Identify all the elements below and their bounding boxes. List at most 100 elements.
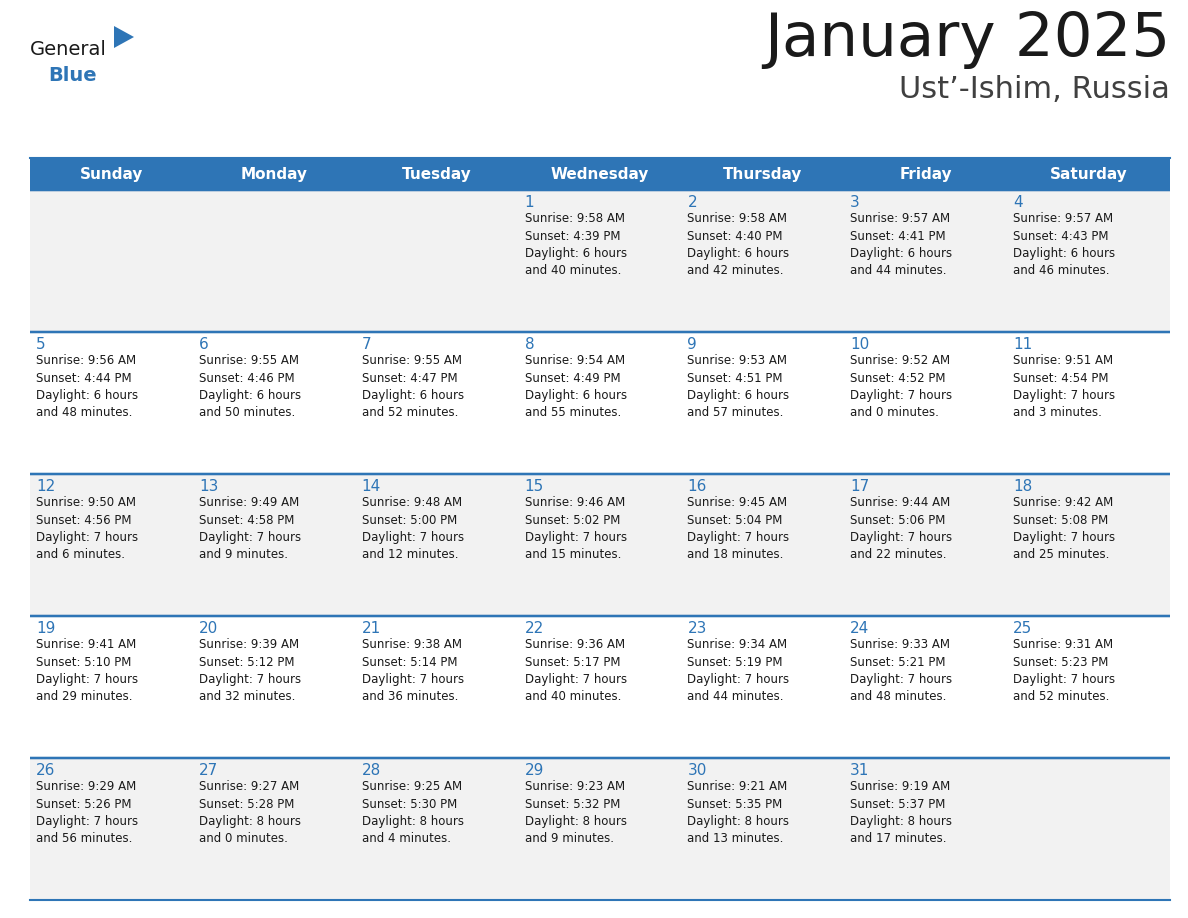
- Bar: [845, 190, 1007, 332]
- Bar: [519, 190, 682, 332]
- Text: 1: 1: [525, 195, 535, 210]
- Bar: [355, 474, 519, 616]
- Bar: [519, 616, 682, 758]
- Bar: [519, 474, 682, 616]
- Bar: [192, 758, 355, 900]
- Bar: [845, 474, 1007, 616]
- Text: Sunrise: 9:58 AM
Sunset: 4:39 PM
Daylight: 6 hours
and 40 minutes.: Sunrise: 9:58 AM Sunset: 4:39 PM Dayligh…: [525, 212, 627, 277]
- Text: Sunrise: 9:52 AM
Sunset: 4:52 PM
Daylight: 7 hours
and 0 minutes.: Sunrise: 9:52 AM Sunset: 4:52 PM Dayligh…: [851, 354, 953, 420]
- Bar: [1007, 190, 1170, 332]
- Text: 3: 3: [851, 195, 860, 210]
- Bar: [519, 758, 682, 900]
- Bar: [519, 332, 682, 474]
- Text: Thursday: Thursday: [723, 166, 803, 182]
- Bar: [682, 332, 845, 474]
- Text: 13: 13: [198, 479, 219, 494]
- Text: Blue: Blue: [48, 66, 96, 85]
- Bar: [192, 332, 355, 474]
- Text: Sunrise: 9:54 AM
Sunset: 4:49 PM
Daylight: 6 hours
and 55 minutes.: Sunrise: 9:54 AM Sunset: 4:49 PM Dayligh…: [525, 354, 627, 420]
- Bar: [355, 616, 519, 758]
- Bar: [192, 616, 355, 758]
- Polygon shape: [114, 26, 134, 48]
- Text: 5: 5: [36, 337, 45, 352]
- Text: Sunrise: 9:58 AM
Sunset: 4:40 PM
Daylight: 6 hours
and 42 minutes.: Sunrise: 9:58 AM Sunset: 4:40 PM Dayligh…: [688, 212, 790, 277]
- Bar: [682, 758, 845, 900]
- Bar: [355, 332, 519, 474]
- Text: Sunrise: 9:51 AM
Sunset: 4:54 PM
Daylight: 7 hours
and 3 minutes.: Sunrise: 9:51 AM Sunset: 4:54 PM Dayligh…: [1013, 354, 1116, 420]
- Text: 9: 9: [688, 337, 697, 352]
- Bar: [30, 616, 192, 758]
- Text: January 2025: January 2025: [764, 10, 1170, 69]
- Bar: [682, 616, 845, 758]
- Text: Sunrise: 9:46 AM
Sunset: 5:02 PM
Daylight: 7 hours
and 15 minutes.: Sunrise: 9:46 AM Sunset: 5:02 PM Dayligh…: [525, 496, 627, 562]
- Text: Sunrise: 9:55 AM
Sunset: 4:46 PM
Daylight: 6 hours
and 50 minutes.: Sunrise: 9:55 AM Sunset: 4:46 PM Dayligh…: [198, 354, 301, 420]
- Text: 14: 14: [361, 479, 381, 494]
- Text: 15: 15: [525, 479, 544, 494]
- Text: 2: 2: [688, 195, 697, 210]
- Text: General: General: [30, 40, 107, 59]
- Text: 11: 11: [1013, 337, 1032, 352]
- Bar: [682, 190, 845, 332]
- Text: Saturday: Saturday: [1050, 166, 1127, 182]
- Text: 4: 4: [1013, 195, 1023, 210]
- Text: Sunrise: 9:39 AM
Sunset: 5:12 PM
Daylight: 7 hours
and 32 minutes.: Sunrise: 9:39 AM Sunset: 5:12 PM Dayligh…: [198, 638, 301, 703]
- Text: Sunrise: 9:21 AM
Sunset: 5:35 PM
Daylight: 8 hours
and 13 minutes.: Sunrise: 9:21 AM Sunset: 5:35 PM Dayligh…: [688, 780, 790, 845]
- Text: Sunrise: 9:48 AM
Sunset: 5:00 PM
Daylight: 7 hours
and 12 minutes.: Sunrise: 9:48 AM Sunset: 5:00 PM Dayligh…: [361, 496, 463, 562]
- Text: Sunrise: 9:53 AM
Sunset: 4:51 PM
Daylight: 6 hours
and 57 minutes.: Sunrise: 9:53 AM Sunset: 4:51 PM Dayligh…: [688, 354, 790, 420]
- Bar: [192, 158, 355, 190]
- Text: 26: 26: [36, 763, 56, 778]
- Bar: [355, 158, 519, 190]
- Text: Sunrise: 9:44 AM
Sunset: 5:06 PM
Daylight: 7 hours
and 22 minutes.: Sunrise: 9:44 AM Sunset: 5:06 PM Dayligh…: [851, 496, 953, 562]
- Text: 8: 8: [525, 337, 535, 352]
- Text: Sunrise: 9:38 AM
Sunset: 5:14 PM
Daylight: 7 hours
and 36 minutes.: Sunrise: 9:38 AM Sunset: 5:14 PM Dayligh…: [361, 638, 463, 703]
- Bar: [192, 190, 355, 332]
- Bar: [30, 332, 192, 474]
- Text: 23: 23: [688, 621, 707, 636]
- Text: 25: 25: [1013, 621, 1032, 636]
- Text: Tuesday: Tuesday: [403, 166, 472, 182]
- Bar: [1007, 758, 1170, 900]
- Text: 16: 16: [688, 479, 707, 494]
- Bar: [1007, 616, 1170, 758]
- Text: Friday: Friday: [899, 166, 952, 182]
- Bar: [682, 474, 845, 616]
- Text: Monday: Monday: [241, 166, 308, 182]
- Text: Sunrise: 9:49 AM
Sunset: 4:58 PM
Daylight: 7 hours
and 9 minutes.: Sunrise: 9:49 AM Sunset: 4:58 PM Dayligh…: [198, 496, 301, 562]
- Bar: [30, 474, 192, 616]
- Text: 17: 17: [851, 479, 870, 494]
- Text: 27: 27: [198, 763, 219, 778]
- Text: Sunrise: 9:34 AM
Sunset: 5:19 PM
Daylight: 7 hours
and 44 minutes.: Sunrise: 9:34 AM Sunset: 5:19 PM Dayligh…: [688, 638, 790, 703]
- Text: 22: 22: [525, 621, 544, 636]
- Text: Sunrise: 9:36 AM
Sunset: 5:17 PM
Daylight: 7 hours
and 40 minutes.: Sunrise: 9:36 AM Sunset: 5:17 PM Dayligh…: [525, 638, 627, 703]
- Bar: [355, 758, 519, 900]
- Text: Sunday: Sunday: [80, 166, 143, 182]
- Text: Sunrise: 9:57 AM
Sunset: 4:41 PM
Daylight: 6 hours
and 44 minutes.: Sunrise: 9:57 AM Sunset: 4:41 PM Dayligh…: [851, 212, 953, 277]
- Text: Sunrise: 9:19 AM
Sunset: 5:37 PM
Daylight: 8 hours
and 17 minutes.: Sunrise: 9:19 AM Sunset: 5:37 PM Dayligh…: [851, 780, 953, 845]
- Text: 12: 12: [36, 479, 56, 494]
- Text: 28: 28: [361, 763, 381, 778]
- Bar: [192, 474, 355, 616]
- Bar: [845, 158, 1007, 190]
- Bar: [30, 158, 192, 190]
- Bar: [845, 758, 1007, 900]
- Text: Sunrise: 9:45 AM
Sunset: 5:04 PM
Daylight: 7 hours
and 18 minutes.: Sunrise: 9:45 AM Sunset: 5:04 PM Dayligh…: [688, 496, 790, 562]
- Bar: [845, 616, 1007, 758]
- Text: Sunrise: 9:31 AM
Sunset: 5:23 PM
Daylight: 7 hours
and 52 minutes.: Sunrise: 9:31 AM Sunset: 5:23 PM Dayligh…: [1013, 638, 1116, 703]
- Text: Sunrise: 9:33 AM
Sunset: 5:21 PM
Daylight: 7 hours
and 48 minutes.: Sunrise: 9:33 AM Sunset: 5:21 PM Dayligh…: [851, 638, 953, 703]
- Text: Sunrise: 9:27 AM
Sunset: 5:28 PM
Daylight: 8 hours
and 0 minutes.: Sunrise: 9:27 AM Sunset: 5:28 PM Dayligh…: [198, 780, 301, 845]
- Text: 7: 7: [361, 337, 372, 352]
- Text: 18: 18: [1013, 479, 1032, 494]
- Bar: [30, 190, 192, 332]
- Text: Sunrise: 9:25 AM
Sunset: 5:30 PM
Daylight: 8 hours
and 4 minutes.: Sunrise: 9:25 AM Sunset: 5:30 PM Dayligh…: [361, 780, 463, 845]
- Text: 24: 24: [851, 621, 870, 636]
- Bar: [519, 158, 682, 190]
- Text: Sunrise: 9:50 AM
Sunset: 4:56 PM
Daylight: 7 hours
and 6 minutes.: Sunrise: 9:50 AM Sunset: 4:56 PM Dayligh…: [36, 496, 138, 562]
- Text: Wednesday: Wednesday: [551, 166, 649, 182]
- Text: 10: 10: [851, 337, 870, 352]
- Text: 21: 21: [361, 621, 381, 636]
- Text: Sunrise: 9:55 AM
Sunset: 4:47 PM
Daylight: 6 hours
and 52 minutes.: Sunrise: 9:55 AM Sunset: 4:47 PM Dayligh…: [361, 354, 463, 420]
- Text: Sunrise: 9:57 AM
Sunset: 4:43 PM
Daylight: 6 hours
and 46 minutes.: Sunrise: 9:57 AM Sunset: 4:43 PM Dayligh…: [1013, 212, 1116, 277]
- Text: 6: 6: [198, 337, 209, 352]
- Text: Sunrise: 9:56 AM
Sunset: 4:44 PM
Daylight: 6 hours
and 48 minutes.: Sunrise: 9:56 AM Sunset: 4:44 PM Dayligh…: [36, 354, 138, 420]
- Bar: [845, 332, 1007, 474]
